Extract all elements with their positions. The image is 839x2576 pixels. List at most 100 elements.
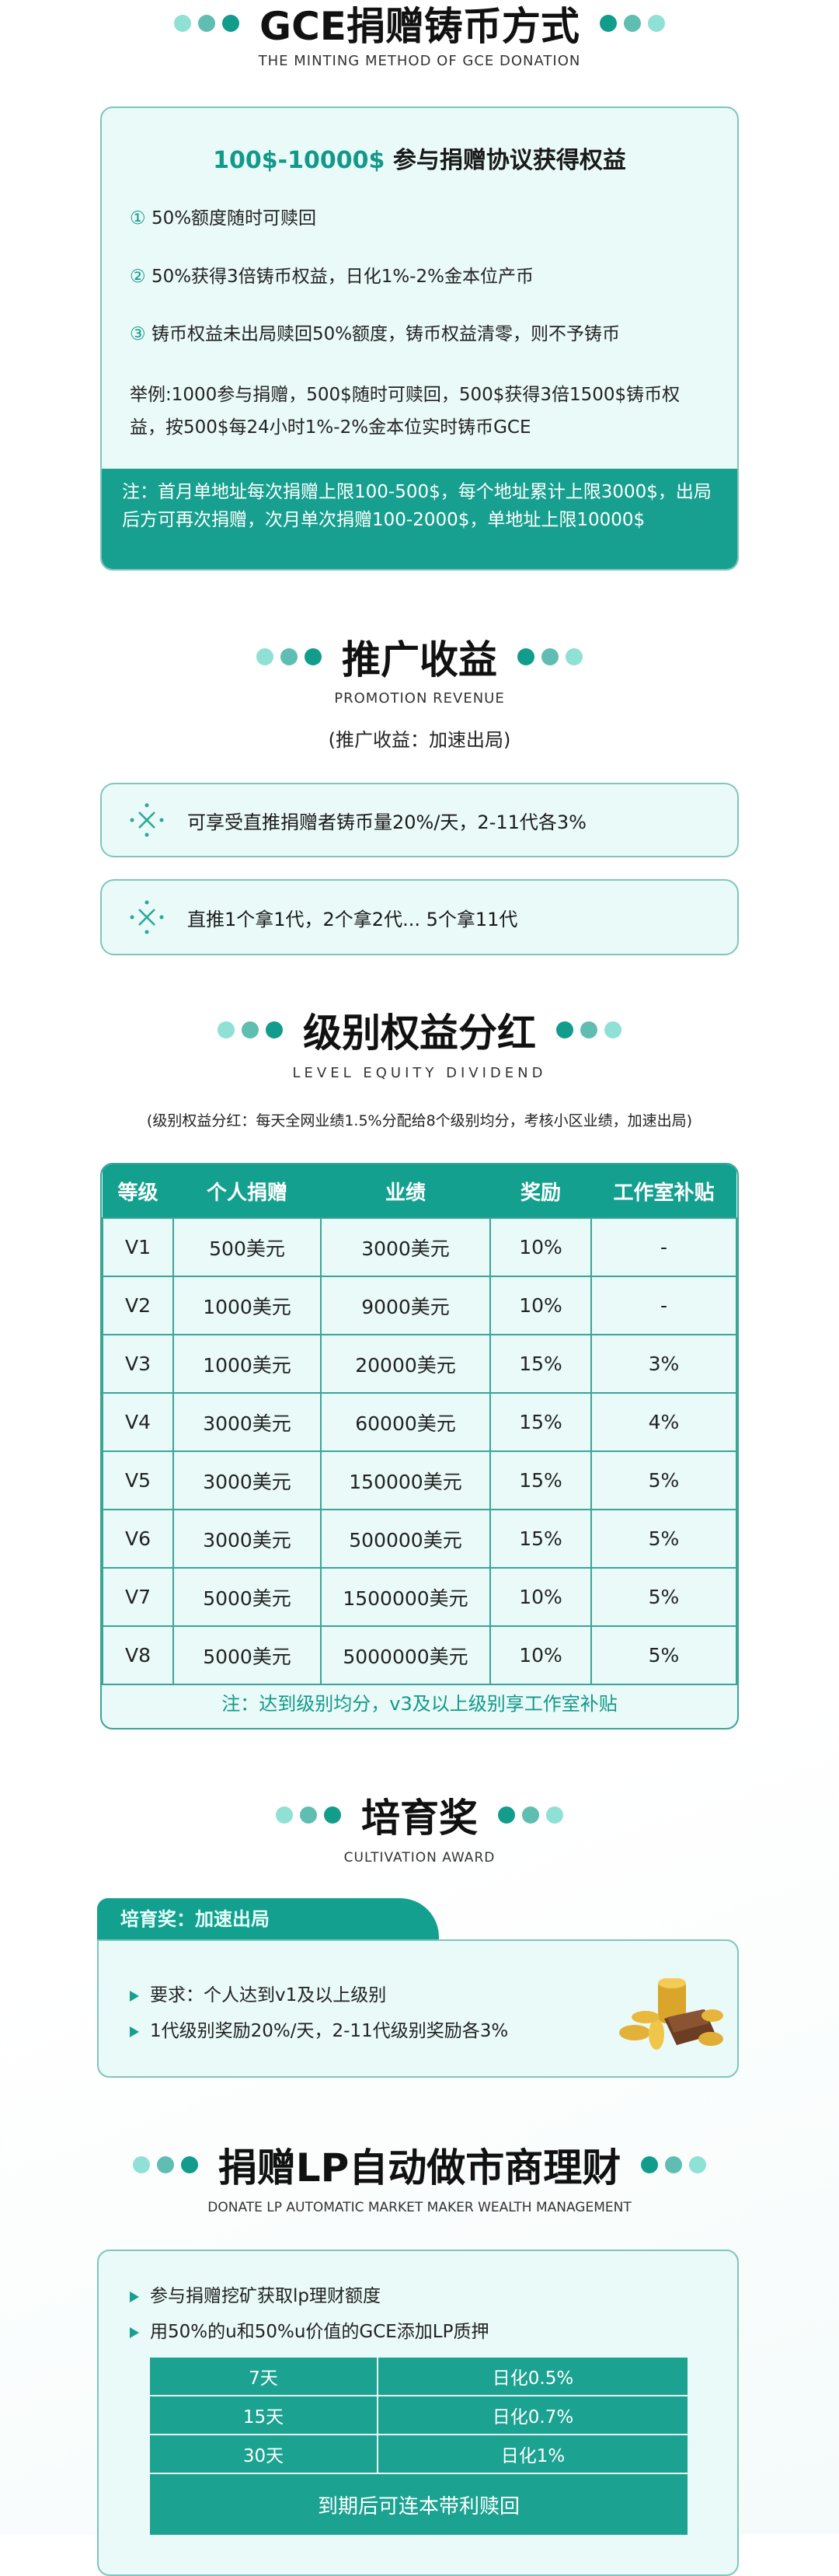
level-table-card: 等级 个人捐赠 业绩 奖励 工作室补贴 V1 500美元 3000美元 10% - V2 1000美… [100,1163,739,1730]
table-cell: 10% [489,1217,592,1277]
table-cell: 15% [489,1334,592,1394]
section-subtitle: THE MINTING METHOD OF GCE DONATION [258,53,581,69]
dots-decoration [498,1806,563,1824]
table-cell: V2 [102,1276,174,1335]
triangle-bullet-icon [130,2326,139,2338]
table-cell: 10% [489,1276,592,1335]
table-cell: V6 [102,1509,174,1569]
list-item: 要求：个人达到v1及以上级别 [130,1980,386,2006]
box-text: 直推1个拿1代，2个拿2代... 5个拿11代 [187,908,518,930]
redeem-note: 到期后可连本带利赎回 [148,2473,689,2536]
card-heading: 100$-10000$ 参与捐赠协议获得权益 [102,141,737,175]
section-subtitle: LEVEL EQUITY DIVIDEND [292,1065,547,1081]
section-title-promotion: 推广收益 [0,634,839,682]
example-text: 举例:1000参与捐赠，500$随时可赎回，500$获得3倍1500$铸币权益，… [130,385,681,438]
table-cell: 3000美元 [172,1392,322,1452]
number-badge: ③ [130,324,146,344]
table-cell: 4% [590,1392,737,1452]
table-cell: 5% [590,1625,737,1685]
section-title-cultivation: 培育奖 [0,1792,839,1841]
title-text: 捐赠LP自动做市商理财 [218,2145,621,2190]
table-cell: 150000美元 [320,1450,491,1510]
table-cell: 5% [590,1509,737,1569]
item-text: 50%额度随时可赎回 [151,208,317,229]
table-cell: V8 [102,1625,174,1685]
note-banner: 注：首月单地址每次捐赠上限100-500$，每个地址累计上限3000$，出局后方… [102,469,737,569]
table-footer-row: 到期后可连本带利赎回 [148,2473,689,2536]
table-row: V4 3000美元 60000美元 15% 4% [102,1392,737,1452]
item-text: 50%获得3倍铸币权益，日化1%-2%金本位产币 [151,267,534,287]
table-row: V1 500美元 3000美元 10% - [102,1217,737,1277]
table-cell: 9000美元 [320,1276,491,1335]
heading-text: 参与捐赠协议获得权益 [385,147,626,174]
table-cell: 15天 [148,2395,378,2435]
minting-card: 100$-10000$ 参与捐赠协议获得权益 ① 50%额度随时可赎回 ② 50… [100,106,739,571]
table-cell: 3000美元 [172,1509,322,1569]
dots-decoration [132,2156,198,2173]
triangle-bullet-icon [130,1990,139,2002]
sparkle-x-icon [130,900,164,934]
dots-decoration [256,648,322,665]
table-cell: 30天 [148,2434,378,2474]
table-row: V8 5000美元 5000000美元 10% 5% [102,1625,737,1685]
table-row: 7天 日化0.5% [148,2356,689,2396]
item-text: 要求：个人达到v1及以上级别 [150,1985,387,2005]
box-text: 可享受直推捐赠者铸币量20%/天，2-11代各3% [187,811,587,833]
table-cell: 1000美元 [172,1334,322,1394]
table-row: 15天 日化0.7% [148,2395,689,2435]
section-subtitle: DONATE LP AUTOMATIC MARKET MAKER WEALTH … [207,2200,632,2215]
table-cell: 500000美元 [320,1509,491,1569]
table-cell: V4 [102,1392,174,1452]
section-subtitle: PROMOTION REVENUE [334,690,505,707]
table-cell: 日化0.7% [377,2395,689,2435]
section-note: (级别权益分红：每天全网业绩1.5%分配给8个级别均分，考核小区业绩，加速出局) [146,1112,693,1129]
title-text: GCE捐赠铸币方式 [259,4,580,49]
column-header: 等级 [103,1164,173,1218]
table-cell: - [590,1217,737,1277]
section-title-level: 级别权益分红 [0,1007,839,1056]
title-text: 推广收益 [342,637,497,682]
table-row: V2 1000美元 9000美元 10% - [102,1276,737,1335]
table-cell: V1 [102,1217,174,1277]
dots-decoration [174,15,240,32]
section-note: (推广收益：加速出局) [328,729,511,751]
cultivation-tab: 培育奖：加速出局 [97,1898,439,1942]
table-row: V6 3000美元 500000美元 15% 5% [102,1509,737,1569]
table-cell: 7天 [148,2356,378,2396]
dots-decoration [517,648,583,665]
table-cell: 10% [489,1567,592,1627]
table-cell: 1000美元 [172,1276,322,1335]
table-cell: - [590,1276,737,1335]
table-cell: 3000美元 [172,1450,322,1510]
lp-card: 参与捐赠挖矿获取lp理财额度 用50%的u和50%u价值的GCE添加LP质押 7… [97,2250,739,2576]
table-cell: 日化0.5% [377,2356,689,2396]
item-text: 1代级别奖励20%/天，2-11代级别奖励各3% [150,2021,509,2041]
list-item: 1代级别奖励20%/天，2-11代级别奖励各3% [130,2016,508,2042]
table-cell: 5% [590,1567,737,1627]
benefit-item: ② 50%获得3倍铸币权益，日化1%-2%金本位产币 [130,261,534,288]
table-cell: 5000000美元 [320,1625,491,1685]
lp-table: 7天 日化0.5% 15天 日化0.7% 30天 日化1% 到期后可连本带利赎回 [148,2356,689,2536]
table-cell: V3 [102,1334,174,1394]
table-cell: 5000美元 [172,1567,322,1627]
table-footer-note: 注：达到级别均分，v3及以上级别享工作室补贴 [221,1693,618,1715]
table-cell: 20000美元 [320,1334,491,1394]
amount-range: 100$-10000$ [213,147,385,174]
table-cell: 1500000美元 [320,1567,491,1627]
title-text: 级别权益分红 [303,1011,536,1056]
dots-decoration [599,15,665,32]
triangle-bullet-icon [130,2026,139,2037]
table-row: V3 1000美元 20000美元 15% 3% [102,1334,737,1394]
table-cell: 日化1% [377,2434,689,2474]
dots-decoration [276,1806,341,1824]
dots-decoration [556,1021,621,1038]
table-cell: 15% [489,1450,592,1510]
number-badge: ② [130,267,146,287]
table-cell: 15% [489,1509,592,1569]
promotion-box: 可享受直推捐赠者铸币量20%/天，2-11代各3% [100,783,739,857]
table-cell: 500美元 [172,1217,322,1277]
table-row: V5 3000美元 150000美元 15% 5% [102,1450,737,1510]
list-item: 用50%的u和50%u价值的GCE添加LP质押 [130,2316,489,2343]
cultivation-card: 要求：个人达到v1及以上级别 1代级别奖励20%/天，2-11代级别奖励各3% [97,1939,739,2078]
column-header: 个人捐赠 [173,1164,321,1218]
